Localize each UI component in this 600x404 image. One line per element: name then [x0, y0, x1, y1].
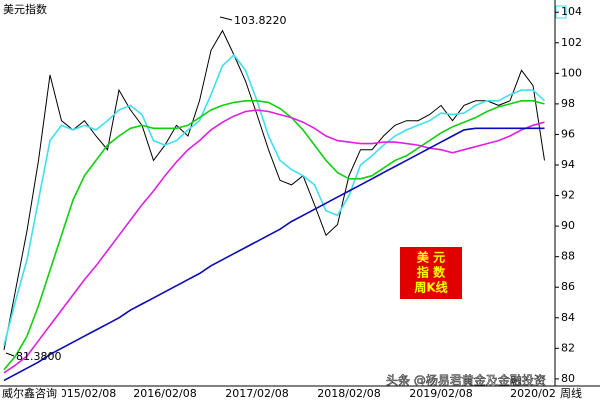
moving-average — [3, 100, 545, 371]
y-tick-label: 86 — [561, 280, 575, 293]
period-label: 周线 — [560, 386, 582, 400]
y-tick-label: 90 — [561, 219, 575, 232]
current-marker — [555, 5, 567, 19]
watermark: 头条 @杨易君黄金及金融投资 — [386, 373, 546, 388]
badge-text: 指 数 — [417, 265, 446, 280]
y-tick-label: 80 — [561, 372, 575, 385]
x-tick-label: 2017/02/08 — [225, 387, 288, 400]
y-tick-label: 104 — [561, 5, 582, 18]
x-tick-label: 2019/02/08 — [409, 387, 472, 400]
chart-title: 美元指数 — [3, 2, 47, 16]
badge-text: 美 元 — [417, 250, 445, 265]
y-tick-label: 98 — [561, 97, 575, 110]
watermark-bg — [0, 388, 62, 400]
y-tick-label: 100 — [561, 66, 582, 79]
annotation: 103.8220 — [234, 14, 287, 27]
plot-area — [3, 29, 546, 382]
moving-average — [3, 127, 545, 382]
annotation-leader — [5, 352, 15, 357]
annotation-leader — [219, 16, 233, 21]
moving-average — [3, 109, 545, 374]
y-tick-label: 84 — [561, 311, 575, 324]
moving-average — [3, 53, 546, 346]
watermark: 威尔鑫咨询 — [2, 386, 57, 400]
badge-text: 周K线 — [414, 280, 447, 295]
y-tick-label: 92 — [561, 189, 575, 202]
x-tick-label: 2018/02/08 — [317, 387, 380, 400]
y-tick-label: 88 — [561, 250, 575, 263]
price-line — [3, 29, 545, 350]
x-tick-label: 2015/02/08 — [53, 387, 116, 400]
annotation: 81.3800 — [16, 350, 62, 363]
y-tick-label: 94 — [561, 158, 575, 171]
x-tick-label: 2016/02/08 — [133, 387, 196, 400]
y-tick-label: 96 — [561, 127, 575, 140]
badge — [400, 247, 462, 299]
x-tick-label: 2020/02 — [510, 387, 556, 400]
y-tick-label: 102 — [561, 36, 582, 49]
y-tick-label: 82 — [561, 341, 575, 354]
